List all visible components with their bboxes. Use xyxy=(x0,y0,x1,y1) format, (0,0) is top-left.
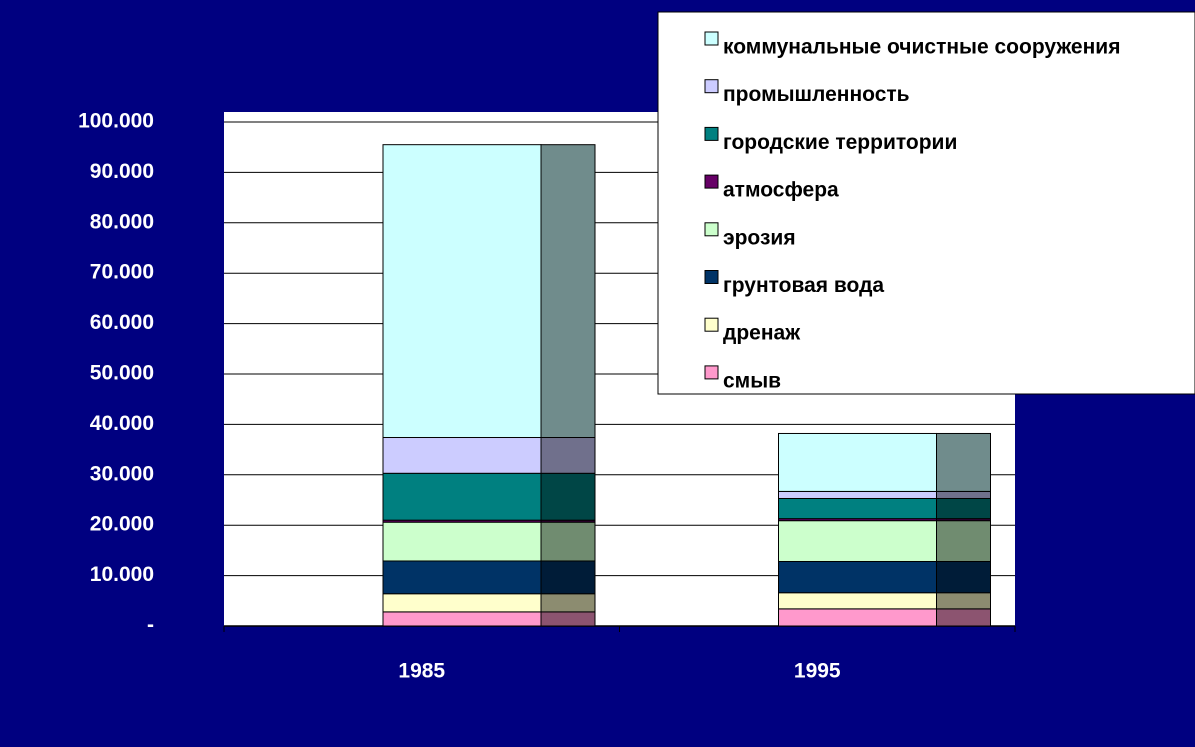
bar-side-shade xyxy=(541,144,595,438)
bar-side-shade xyxy=(936,608,991,626)
bar-segment xyxy=(778,497,937,520)
legend-marker xyxy=(704,174,719,189)
legend-label: дренаж xyxy=(723,322,801,345)
legend-box xyxy=(657,11,1195,395)
y-tick-label: 100.000 xyxy=(78,110,154,133)
bar-segment xyxy=(778,560,937,594)
bar-segment xyxy=(382,437,542,474)
bar-side-shade xyxy=(541,522,595,561)
legend-marker xyxy=(704,222,719,237)
bar-segment-side xyxy=(540,472,596,521)
bar-side-shade xyxy=(936,518,991,521)
legend-marker xyxy=(704,31,719,46)
y-tick-label: 60.000 xyxy=(90,311,154,334)
legend-label: смыв xyxy=(723,369,781,392)
y-tick-label: 80.000 xyxy=(90,210,154,233)
bar-segment xyxy=(382,144,542,439)
bar-segment-side xyxy=(936,432,991,492)
bar-segment xyxy=(778,592,937,610)
x-tick-label: 1995 xyxy=(794,660,841,683)
bar-segment xyxy=(382,472,542,521)
bar-side-shade xyxy=(541,611,595,626)
bar-segment-side xyxy=(540,521,596,562)
bar-segment xyxy=(778,608,937,627)
legend-marker xyxy=(704,270,719,284)
bar-segment xyxy=(382,521,542,562)
bar-side-shade xyxy=(936,592,991,609)
legend-label: промышленность xyxy=(723,83,910,106)
bar-side-shade xyxy=(541,437,595,474)
bar-segment-side xyxy=(540,560,596,595)
bar-segment-side xyxy=(540,144,596,439)
y-tick-label: 10.000 xyxy=(90,563,154,586)
bar-segment-side xyxy=(936,560,991,594)
legend-marker xyxy=(704,317,719,332)
bar-segment xyxy=(382,611,542,627)
y-tick-label: 30.000 xyxy=(90,462,154,485)
bar-segment xyxy=(778,520,937,562)
bar-side-shade xyxy=(936,498,991,519)
bar-side-shade xyxy=(936,433,991,492)
bar-side-shade xyxy=(541,560,595,594)
x-tick-label: 1985 xyxy=(398,660,445,683)
legend-label: атмосфера xyxy=(723,179,839,202)
legend-label: грунтовая вода xyxy=(723,274,884,297)
bar-side-shade xyxy=(541,520,595,523)
bar-side-shade xyxy=(936,520,991,562)
bar-side-shade xyxy=(936,561,991,593)
bar-side-shade xyxy=(541,593,595,612)
y-tick-label: 70.000 xyxy=(90,261,154,284)
bar-side-shade xyxy=(541,473,595,521)
legend-label: коммунальные очистные сооружения xyxy=(723,36,1120,59)
bar-segment xyxy=(382,560,542,595)
y-tick-label: - xyxy=(147,614,154,637)
y-tick-label: 40.000 xyxy=(90,412,154,435)
y-tick-label: 20.000 xyxy=(90,513,154,536)
legend-label: эрозия xyxy=(723,226,796,249)
bar-side-shade xyxy=(936,491,991,499)
y-tick-label: 50.000 xyxy=(90,362,154,385)
legend-label: городские территории xyxy=(723,131,957,154)
bar-segment xyxy=(778,490,937,499)
legend-marker xyxy=(704,365,719,380)
legend-marker xyxy=(704,126,719,141)
legend-marker xyxy=(704,79,719,94)
bar-segment-side xyxy=(936,520,991,562)
bar-segment xyxy=(382,593,542,613)
bar-segment xyxy=(778,432,937,492)
y-tick-label: 90.000 xyxy=(90,160,154,183)
